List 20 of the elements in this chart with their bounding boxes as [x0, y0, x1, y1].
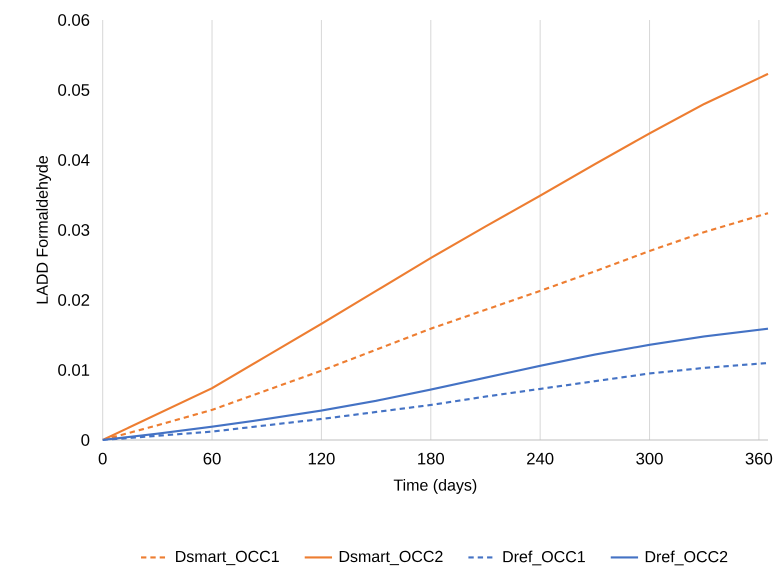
y-tick-label: 0.03: [58, 224, 90, 236]
legend-label: Dref_OCC1: [503, 550, 585, 566]
x-tick-label: 0: [98, 452, 107, 465]
x-tick-label: 120: [308, 452, 335, 465]
x-tick-label: 60: [204, 452, 221, 465]
x-tick-label: 360: [746, 452, 772, 465]
x-tick-label: 240: [527, 452, 554, 465]
x-tick-label: 300: [636, 452, 663, 465]
x-tick-label: 180: [418, 452, 444, 465]
legend-label: Dsmart_OCC1: [176, 550, 279, 566]
legend-label: Dref_OCC2: [646, 550, 728, 566]
y-tick-label: 0.01: [58, 364, 90, 376]
x-axis-title: Time (days): [394, 479, 476, 494]
y-tick-label: 0.02: [58, 294, 90, 306]
y-axis-title: LADD Formaldehyde: [36, 156, 52, 304]
y-tick-label: 0.04: [58, 154, 90, 166]
y-tick-label: 0.05: [58, 84, 90, 96]
y-tick-label: 0: [81, 434, 90, 446]
legend-label: Dsmart_OCC2: [340, 550, 443, 566]
y-tick-label: 0.06: [58, 14, 90, 26]
